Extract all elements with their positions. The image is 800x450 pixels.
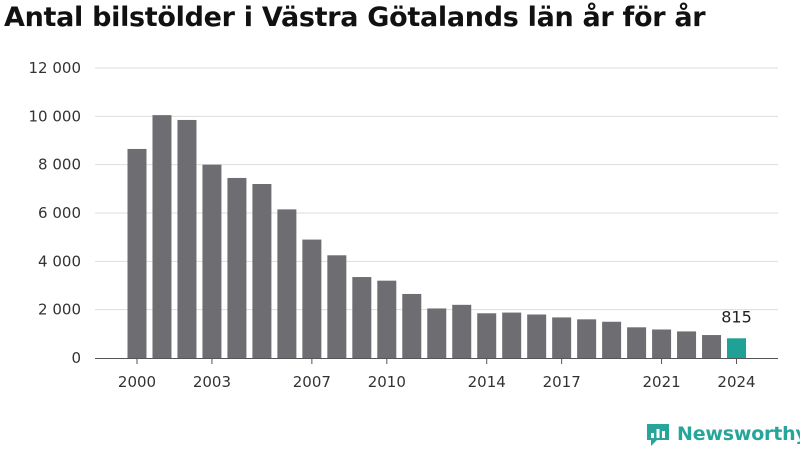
bar xyxy=(127,148,147,358)
chart-bubble-icon xyxy=(647,424,669,446)
y-tick-label: 0 xyxy=(71,349,81,367)
x-tick-label: 2003 xyxy=(193,373,231,391)
newsworthy-logo: Newsworthy xyxy=(645,421,800,447)
bar xyxy=(377,280,397,358)
y-tick-label: 12 000 xyxy=(29,59,82,77)
bar xyxy=(352,277,372,358)
x-tick-label: 2007 xyxy=(293,373,331,391)
data-label: 815 xyxy=(721,307,752,326)
x-tick-label: 2010 xyxy=(368,373,406,391)
bar xyxy=(627,327,647,358)
y-tick-label: 10 000 xyxy=(29,107,82,125)
bar xyxy=(327,255,347,358)
bar xyxy=(227,177,247,358)
brand-name: Newsworthy xyxy=(677,423,800,445)
bar-highlight xyxy=(727,338,747,358)
bar xyxy=(702,335,722,358)
bar xyxy=(277,209,297,358)
x-tick-label: 2021 xyxy=(642,373,680,391)
bar xyxy=(652,329,672,358)
y-tick-label: 8 000 xyxy=(38,156,81,174)
bar xyxy=(252,184,272,358)
chart-title: Antal bilstölder i Västra Götalands län … xyxy=(4,2,706,33)
x-tick-label: 2024 xyxy=(717,373,755,391)
bar xyxy=(402,293,422,358)
bar xyxy=(477,313,497,358)
bar xyxy=(602,321,622,358)
bar xyxy=(452,304,472,358)
bar xyxy=(677,331,697,358)
x-tick-label: 2000 xyxy=(118,373,156,391)
y-tick-label: 4 000 xyxy=(38,252,81,270)
y-tick-label: 2 000 xyxy=(38,301,81,319)
y-tick-label: 6 000 xyxy=(38,204,81,222)
bar xyxy=(152,115,172,358)
x-tick-label: 2014 xyxy=(468,373,506,391)
bar xyxy=(177,119,197,358)
bar xyxy=(552,317,572,358)
bar xyxy=(502,312,522,358)
x-tick-label: 2017 xyxy=(543,373,581,391)
bar xyxy=(577,319,597,358)
bar xyxy=(527,314,547,358)
bar xyxy=(202,164,222,358)
bar xyxy=(302,239,322,358)
bar xyxy=(427,308,447,358)
